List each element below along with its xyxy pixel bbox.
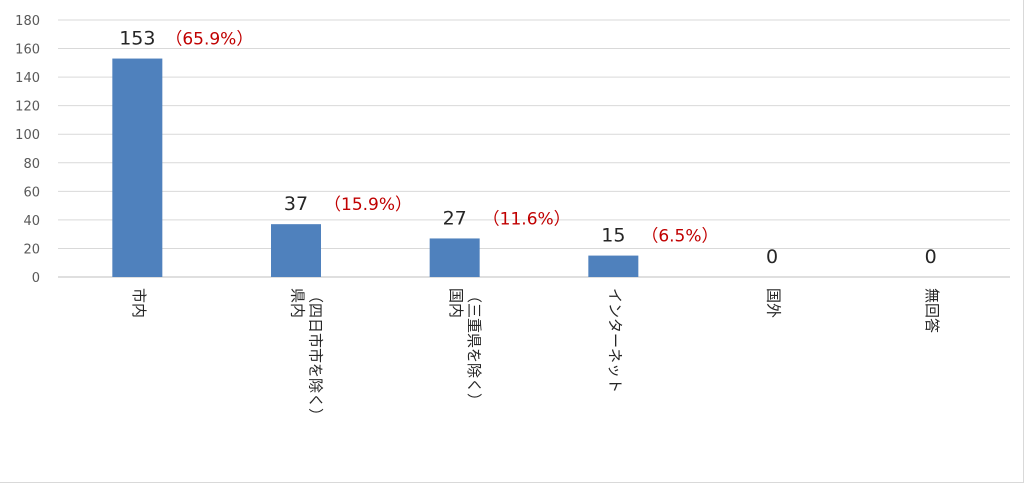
- percent-label: （11.6%）: [483, 209, 571, 229]
- category-label: （四日市市を除く）: [307, 288, 325, 423]
- value-label: 0: [766, 246, 778, 268]
- value-label: 37: [284, 193, 308, 215]
- category-label: インターネット: [606, 288, 624, 393]
- y-tick-label: 160: [15, 43, 40, 58]
- y-tick-label: 60: [23, 185, 40, 200]
- y-tick-label: 180: [15, 14, 40, 29]
- category-label: 無回答: [923, 288, 941, 333]
- y-tick-label: 80: [23, 157, 40, 172]
- category-label: （三重県を除く）: [465, 288, 483, 408]
- value-label: 15: [601, 225, 625, 247]
- y-tick-label: 120: [15, 100, 40, 115]
- value-label: 27: [443, 207, 467, 229]
- value-label: 0: [925, 246, 937, 268]
- percent-label: （6.5%）: [641, 227, 718, 247]
- y-tick-label: 100: [15, 128, 40, 143]
- y-tick-label: 0: [32, 271, 40, 286]
- category-label: 国外: [765, 288, 783, 318]
- y-tick-label: 140: [15, 71, 40, 86]
- bar-4: [588, 255, 639, 277]
- bar-2: [271, 224, 321, 277]
- bar-1: [112, 58, 163, 277]
- bar-3: [429, 238, 480, 277]
- y-tick-label: 20: [23, 242, 40, 257]
- percent-label: （65.9%）: [165, 30, 253, 50]
- category-label: 県内: [289, 288, 307, 318]
- y-tick-label: 40: [23, 214, 40, 229]
- value-label: 153: [119, 28, 155, 50]
- percent-label: （15.9%）: [324, 195, 412, 215]
- category-label: 市内: [130, 288, 148, 318]
- category-label: 国内: [447, 288, 465, 318]
